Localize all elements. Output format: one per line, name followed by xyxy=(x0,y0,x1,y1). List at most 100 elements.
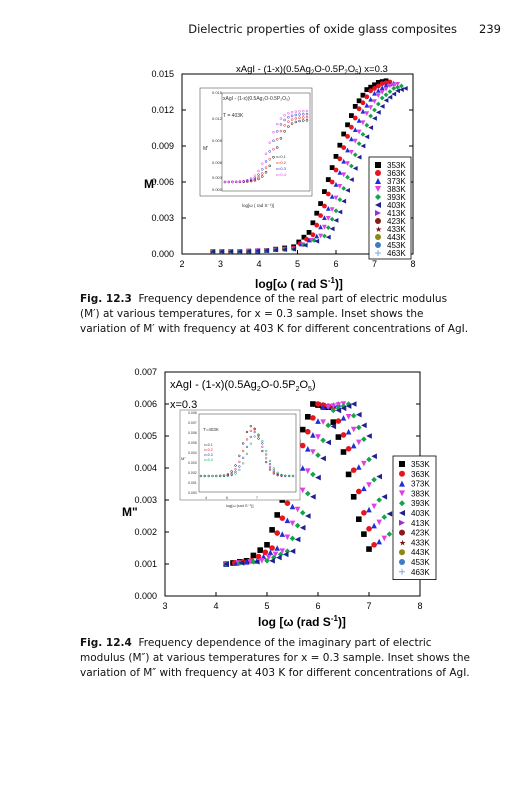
data-point xyxy=(325,216,331,221)
svg-text:0.002: 0.002 xyxy=(188,471,197,475)
inset-point xyxy=(272,472,275,475)
data-point xyxy=(356,154,362,160)
data-point xyxy=(314,222,320,228)
data-point xyxy=(274,530,281,536)
data-point xyxy=(340,432,347,438)
legend-marker xyxy=(399,461,405,467)
inset-point xyxy=(272,148,275,151)
inset-point xyxy=(242,449,245,453)
data-point xyxy=(284,517,291,524)
data-point xyxy=(350,467,357,473)
data-point xyxy=(341,186,347,191)
data-point xyxy=(330,423,337,430)
legend-label: 413K xyxy=(387,209,406,218)
inset-point xyxy=(264,152,268,156)
data-point xyxy=(364,111,370,116)
data-point xyxy=(318,201,323,206)
legend-marker xyxy=(399,470,405,477)
data-point xyxy=(238,560,245,566)
data-point xyxy=(305,490,311,497)
legend-marker xyxy=(375,186,381,192)
inset-point xyxy=(203,474,206,478)
data-point xyxy=(352,127,358,132)
inset-point xyxy=(257,437,260,440)
data-point xyxy=(361,460,367,467)
data-point xyxy=(310,432,316,438)
inset-point xyxy=(288,474,291,478)
data-point xyxy=(330,419,337,425)
caption-text: Frequency dependence of the imaginary pa… xyxy=(80,637,470,679)
data-point xyxy=(345,471,352,478)
y-tick-label: 0.000 xyxy=(134,591,157,601)
data-point xyxy=(325,206,331,211)
data-point xyxy=(322,233,327,239)
x-tick-label: 7 xyxy=(372,259,377,269)
figure-caption: Fig. 12.4 Frequency dependence of the im… xyxy=(80,636,470,681)
data-point xyxy=(223,561,229,567)
inset-point xyxy=(290,118,294,121)
inset-point xyxy=(268,150,271,153)
data-point xyxy=(333,208,339,214)
inset-point xyxy=(249,429,252,433)
inset-point xyxy=(279,129,283,133)
data-point xyxy=(250,559,257,565)
data-point xyxy=(371,476,377,483)
caption-label: Fig. 12.4 xyxy=(80,637,132,649)
x-tick-label: 5 xyxy=(295,259,300,269)
inset-point xyxy=(261,449,264,453)
data-point xyxy=(366,546,372,552)
page-number: 239 xyxy=(479,22,501,36)
data-point xyxy=(299,442,306,449)
data-point xyxy=(379,85,385,90)
data-point xyxy=(350,442,357,449)
inset-point xyxy=(238,460,241,463)
data-point xyxy=(255,248,261,254)
inset-point xyxy=(261,168,264,171)
data-point xyxy=(254,559,260,565)
legend-label: 463K xyxy=(387,249,406,258)
data-point xyxy=(335,402,342,408)
inset-point xyxy=(242,442,245,445)
inset-point xyxy=(261,175,264,178)
inset-point xyxy=(276,472,279,476)
inset-point xyxy=(294,117,298,120)
data-point xyxy=(320,455,326,462)
inset-point xyxy=(246,178,249,182)
data-point xyxy=(387,83,393,89)
svg-text:0.008: 0.008 xyxy=(188,411,197,415)
data-point xyxy=(282,247,288,252)
inset-point xyxy=(245,438,249,441)
data-point xyxy=(341,172,347,178)
x-axis: 3 4 5 6 7 8 xyxy=(162,592,423,611)
data-point xyxy=(366,506,372,513)
svg-text:T = 403K: T = 403K xyxy=(223,113,244,119)
data-point xyxy=(315,474,321,481)
data-point xyxy=(279,548,286,554)
inset-point xyxy=(238,180,242,183)
legend-label: 443K xyxy=(411,548,430,557)
data-point xyxy=(282,551,289,558)
data-point xyxy=(210,249,216,254)
legend-marker xyxy=(399,490,405,497)
x-tick-label: 6 xyxy=(315,601,320,611)
legend-marker xyxy=(375,202,381,208)
data-point xyxy=(255,553,262,560)
data-point xyxy=(322,203,327,209)
inset-point xyxy=(249,435,252,439)
inset-point xyxy=(257,434,260,437)
data-point xyxy=(337,156,343,162)
data-point xyxy=(314,238,320,244)
data-point xyxy=(345,428,352,435)
svg-text:x=0.4: x=0.4 xyxy=(204,458,213,462)
data-point xyxy=(360,92,366,98)
svg-text:x=0.3: x=0.3 xyxy=(276,166,287,171)
data-point xyxy=(395,84,400,90)
data-point xyxy=(372,86,377,91)
data-point xyxy=(299,465,306,471)
data-point xyxy=(269,558,275,564)
data-point xyxy=(350,412,357,419)
svg-text:log[ω ( rad S⁻¹)]: log[ω ( rad S⁻¹)] xyxy=(242,203,274,208)
y-tick-label: 0.000 xyxy=(151,249,174,259)
data-point xyxy=(264,542,270,548)
